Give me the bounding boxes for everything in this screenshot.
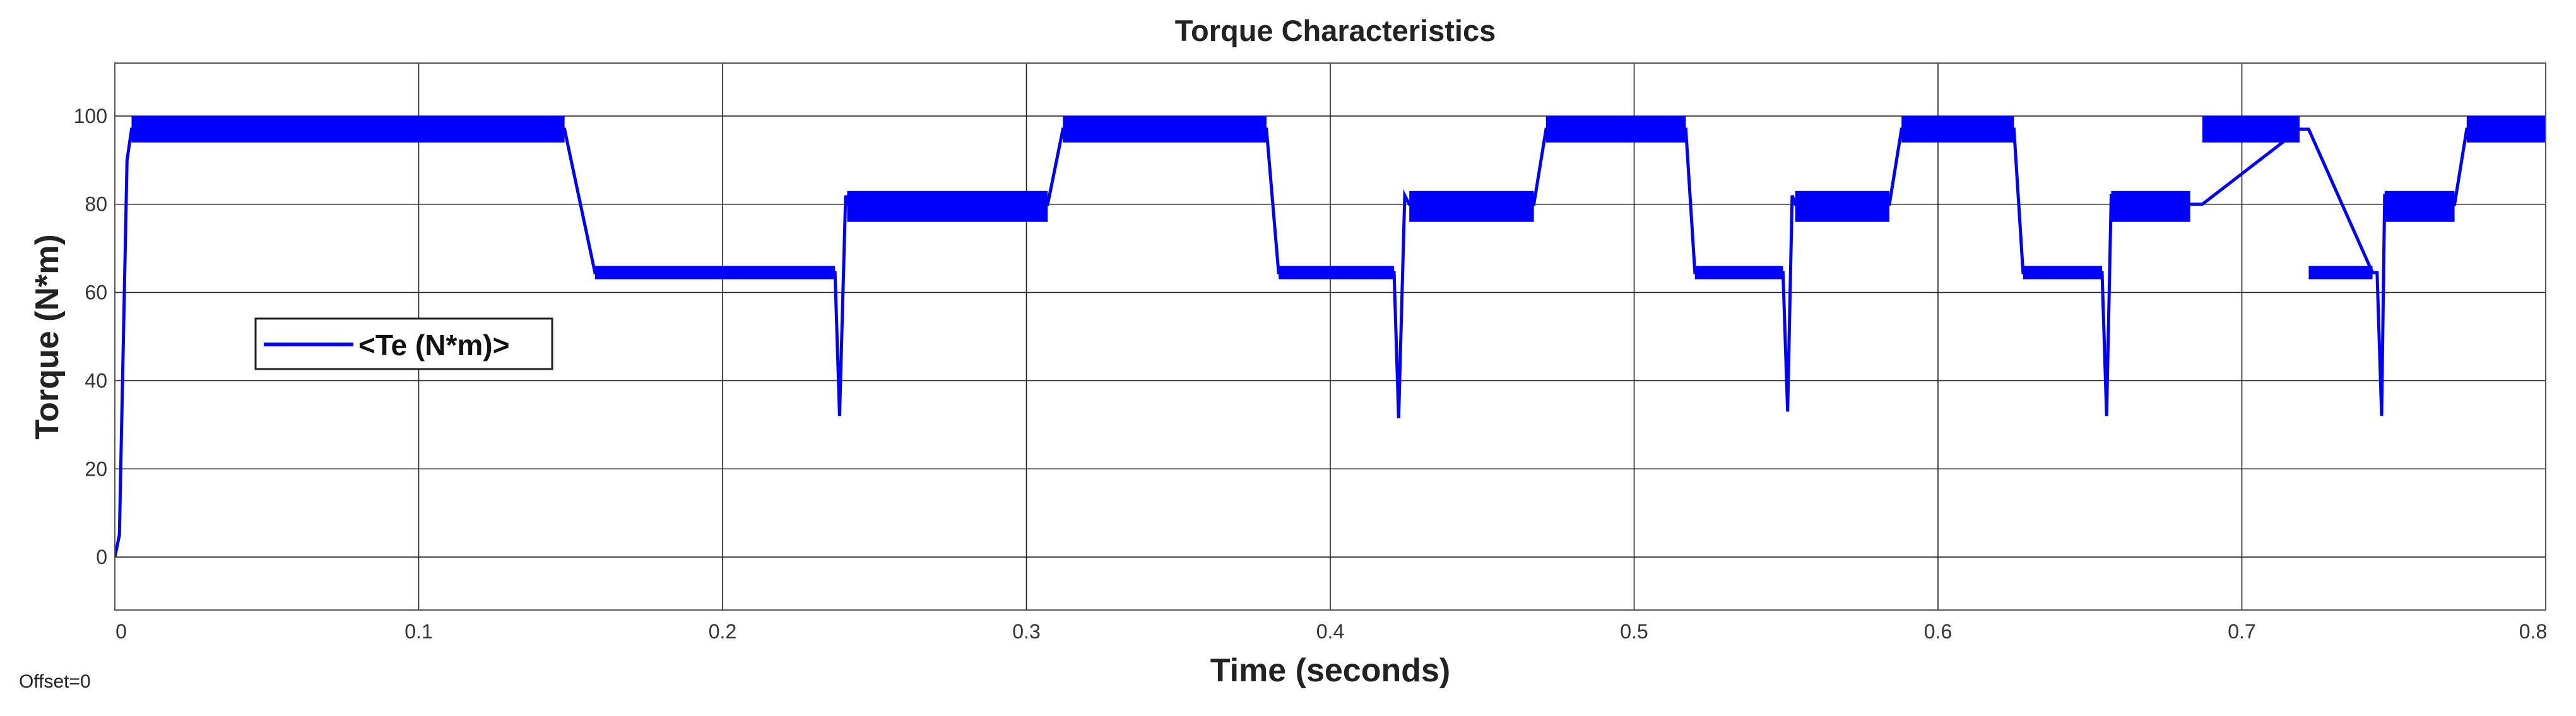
x-tick-label: 0.5 [1620,620,1648,643]
offset-label: Offset=0 [19,671,91,692]
y-tick-label: 100 [74,105,107,127]
y-tick-label: 0 [96,546,107,568]
chart-title: Torque Characteristics [1175,14,1496,47]
x-axis-label: Time (seconds) [1210,652,1450,689]
ripple-band [1409,191,1534,222]
x-tick-label: 0.6 [1924,620,1952,643]
series-line-te [115,127,2546,558]
x-tick-label: 0.3 [1012,620,1040,643]
y-tick-label: 20 [85,457,107,480]
x-tick-label: 0.4 [1316,620,1344,643]
series-layer [115,115,2546,558]
x-tick-label: 0.2 [709,620,736,643]
y-tick-label: 40 [85,369,107,392]
x-tick-label: 0.1 [405,620,432,643]
y-tick-label: 80 [85,193,107,216]
ripple-band [847,191,1048,222]
y-axis-label: Torque (N*m) [29,234,66,439]
plot-frame [114,62,2546,611]
ripple-band [2202,115,2300,143]
ripple-band [1795,191,1889,222]
ripple-band [2308,266,2373,279]
legend-entry-te: <Te (N*m)> [358,329,509,361]
tick-labels: 0 0.1 0.2 0.3 0.4 0.5 0.6 0.7 0.8 0 20 40 60 80 100 [74,105,2548,643]
x-tick-label: 0.7 [2228,620,2255,643]
legend: <Te (N*m)> [254,317,553,370]
x-tick-label: 0.8 [2519,620,2547,643]
x-tick-label: 0 [115,620,127,643]
y-tick-label: 60 [85,281,107,304]
